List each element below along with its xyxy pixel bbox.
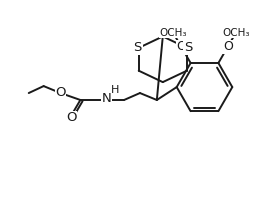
Text: O: O: [223, 40, 233, 53]
Text: O: O: [66, 111, 77, 124]
Text: OCH₃: OCH₃: [159, 28, 187, 38]
Text: O: O: [176, 40, 186, 53]
Text: OCH₃: OCH₃: [222, 28, 250, 38]
Text: S: S: [134, 41, 142, 54]
Text: N: N: [101, 93, 111, 106]
Text: S: S: [184, 41, 192, 54]
Text: O: O: [55, 85, 66, 98]
Text: H: H: [111, 85, 120, 95]
